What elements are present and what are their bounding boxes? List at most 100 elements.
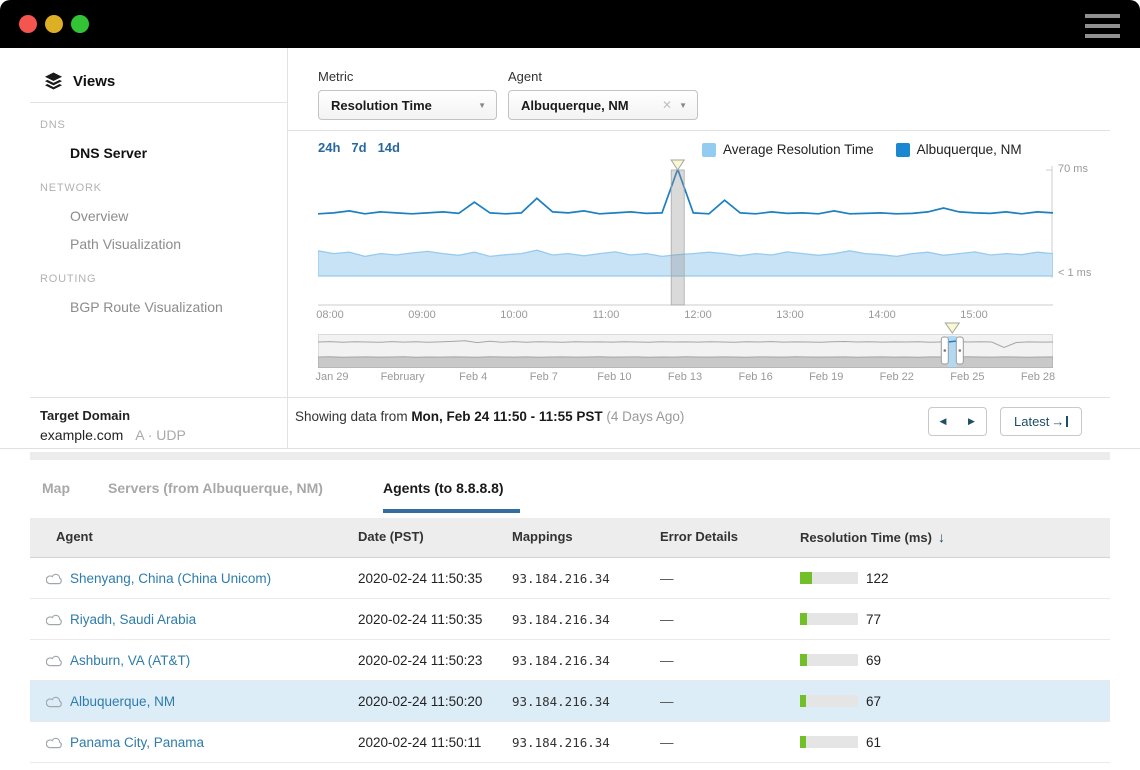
legend-swatch-light-blue: [702, 142, 716, 157]
agents-table: Agent Date (PST) Mappings Error Details …: [30, 518, 1110, 763]
timeline-tick-label: Feb 13: [667, 371, 703, 383]
sidebar-item-path-visualization[interactable]: Path Visualization: [70, 236, 182, 252]
row-date: 2020-02-24 11:50:35: [358, 612, 483, 627]
section-divider: [0, 448, 1140, 449]
timeline-tick-label: Feb 16: [738, 371, 773, 383]
status-age: (4 Days Ago): [602, 409, 685, 424]
timeline-brush[interactable]: [318, 322, 1053, 368]
sidebar-section-network: NETWORK: [40, 182, 102, 194]
clear-agent-icon[interactable]: ✕: [662, 98, 673, 112]
col-mappings[interactable]: Mappings: [512, 529, 573, 544]
range-7d-link[interactable]: 7d: [351, 140, 367, 155]
minimize-window-icon[interactable]: [45, 15, 63, 33]
hamburger-menu-icon[interactable]: [1085, 14, 1120, 44]
timeline-tick-label: Feb 10: [597, 371, 632, 383]
range-24h-link[interactable]: 24h: [318, 140, 341, 155]
status-period: Mon, Feb 24 11:50 - 11:55 PST: [411, 409, 603, 424]
col-error-details[interactable]: Error Details: [660, 529, 739, 544]
tab-servers[interactable]: Servers (from Albuquerque, NM): [108, 480, 323, 496]
zoom-window-icon[interactable]: [71, 15, 89, 33]
row-error: —: [660, 735, 674, 750]
sidebar-section-dns: DNS: [40, 119, 66, 131]
col-date[interactable]: Date (PST): [358, 529, 424, 544]
row-date: 2020-02-24 11:50:23: [358, 653, 483, 668]
row-mapping: 93.184.216.34: [512, 735, 610, 750]
layers-icon: [44, 72, 63, 90]
agent-link[interactable]: Albuquerque, NM: [70, 694, 176, 709]
prev-arrow-icon: ◀: [939, 416, 947, 426]
col-agent[interactable]: Agent: [56, 529, 93, 544]
agent-link[interactable]: Shenyang, China (China Unicom): [70, 571, 272, 586]
row-resolution-value: 67: [866, 694, 882, 709]
previous-round-button[interactable]: ◀: [928, 407, 958, 436]
agent-link[interactable]: Ashburn, VA (AT&T): [70, 653, 191, 668]
row-error: —: [660, 694, 674, 709]
cloud-agent-icon: [45, 654, 64, 670]
x-tick-label: 12:00: [684, 309, 712, 321]
resolution-bar-track: [800, 572, 858, 584]
col-resolution-time[interactable]: Resolution Time (ms) ↓: [800, 529, 945, 545]
row-resolution-value: 122: [866, 571, 889, 586]
resolution-bar-fill: [800, 572, 812, 584]
timeline-tick-label: Feb 25: [950, 371, 985, 383]
x-tick-label: 13:00: [776, 309, 804, 321]
target-domain-meta: A · UDP: [135, 427, 186, 443]
target-domain-value: example.com A · UDP: [40, 427, 186, 443]
resolution-bar-track: [800, 736, 858, 748]
chart-top-divider: [287, 130, 1110, 131]
table-row[interactable]: Ashburn, VA (AT&T) 2020-02-24 11:50:23 9…: [30, 640, 1110, 681]
row-resolution-value: 77: [866, 612, 882, 627]
table-row[interactable]: Panama City, Panama 2020-02-24 11:50:11 …: [30, 722, 1110, 763]
legend-item-average: Average Resolution Time: [702, 142, 874, 157]
agent-link[interactable]: Panama City, Panama: [70, 735, 205, 750]
chevron-down-icon[interactable]: ▼: [679, 100, 687, 110]
latest-button[interactable]: Latest →: [1000, 407, 1083, 436]
agent-dropdown[interactable]: Albuquerque, NM ✕ ▼: [508, 90, 698, 120]
close-window-icon[interactable]: [19, 15, 37, 33]
table-row[interactable]: Riyadh, Saudi Arabia 2020-02-24 11:50:35…: [30, 599, 1110, 640]
chevron-down-icon[interactable]: ▼: [478, 100, 486, 110]
resolution-bar-fill: [800, 695, 806, 707]
timeline-tick-label: February: [380, 371, 425, 383]
metric-label: Metric: [318, 69, 354, 84]
next-round-button[interactable]: ▶: [957, 407, 987, 436]
metric-dropdown[interactable]: Resolution Time ▼: [318, 90, 497, 120]
sort-descending-icon[interactable]: ↓: [937, 529, 945, 545]
sidebar-item-bgp-route-visualization[interactable]: BGP Route Visualization: [70, 299, 223, 315]
resolution-time-chart[interactable]: [318, 158, 1053, 308]
tab-agents[interactable]: Agents (to 8.8.8.8): [383, 480, 504, 496]
row-date: 2020-02-24 11:50:20: [358, 694, 483, 709]
timeline-tick-label: Feb 19: [809, 371, 844, 383]
agent-link[interactable]: Riyadh, Saudi Arabia: [70, 612, 197, 627]
cloud-agent-icon: [45, 695, 64, 711]
resolution-bar-fill: [800, 736, 806, 748]
resolution-bar-track: [800, 654, 858, 666]
views-title: Views: [73, 72, 116, 90]
sidebar-item-overview[interactable]: Overview: [70, 208, 129, 224]
resolution-bar-fill: [800, 613, 807, 625]
table-row[interactable]: Albuquerque, NM 2020-02-24 11:50:20 93.1…: [30, 681, 1110, 722]
resolution-bar-fill: [800, 654, 807, 666]
timeline-tick-label: Feb 28: [1020, 371, 1056, 383]
sidebar-item-dns-server[interactable]: DNS Server: [70, 145, 148, 161]
status-divider: [30, 397, 1110, 398]
arrow-to-bar-icon: →: [1051, 414, 1065, 429]
range-14d-link[interactable]: 14d: [377, 140, 400, 155]
row-date: 2020-02-24 11:50:11: [358, 735, 482, 750]
row-resolution-value: 69: [866, 653, 882, 668]
window-titlebar: [0, 0, 1140, 48]
cloud-agent-icon: [45, 736, 64, 752]
arrow-bar: [1066, 416, 1069, 427]
tab-map[interactable]: Map: [42, 480, 70, 496]
table-row[interactable]: Shenyang, China (China Unicom) 2020-02-2…: [30, 558, 1110, 599]
timeline-tick-label: Feb 22: [879, 371, 914, 383]
views-header[interactable]: Views: [44, 72, 115, 90]
legend-swatch-dark-blue: [895, 142, 910, 157]
row-error: —: [660, 653, 674, 668]
x-tick-label: 15:00: [960, 309, 988, 321]
cloud-agent-icon: [45, 613, 64, 629]
row-mapping: 93.184.216.34: [512, 571, 610, 586]
section-band: [30, 452, 1110, 460]
sidebar-section-routing: ROUTING: [40, 273, 97, 285]
row-error: —: [660, 612, 674, 627]
